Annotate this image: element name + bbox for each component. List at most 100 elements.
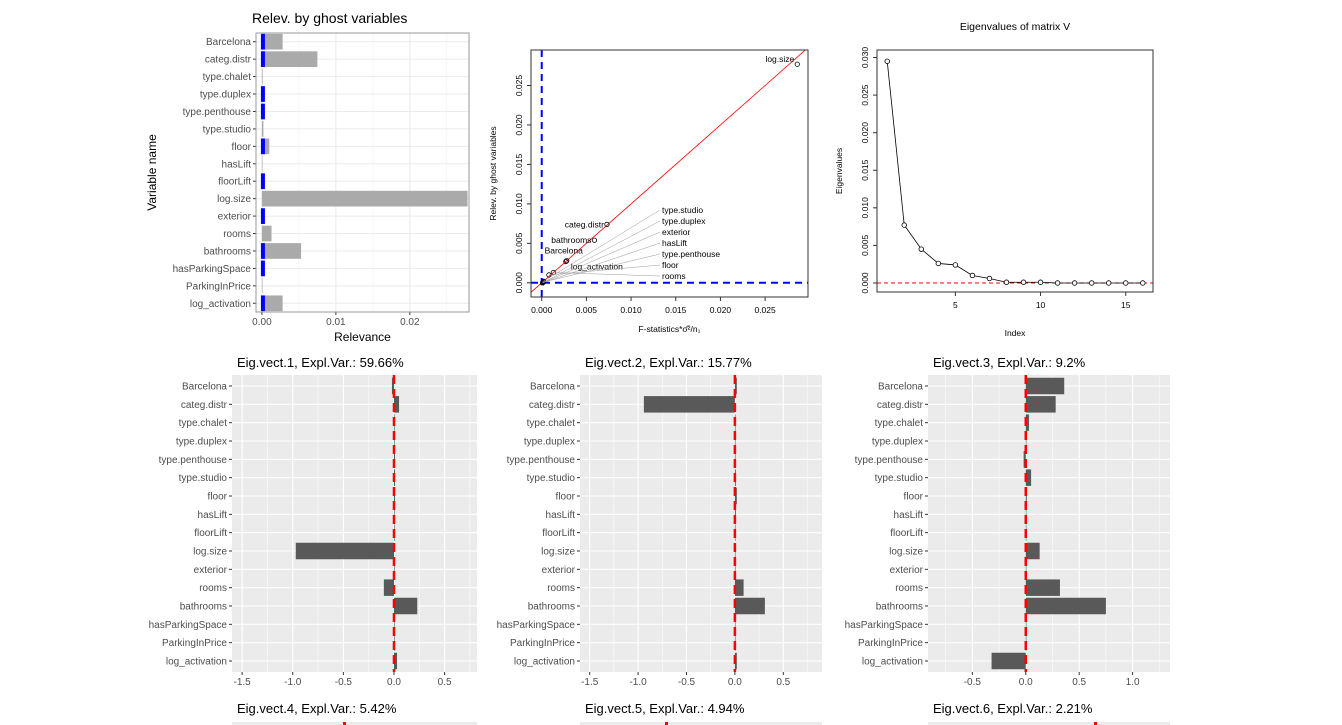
y-tick-label: hasLift bbox=[894, 510, 924, 521]
bar-categ.distr bbox=[393, 396, 400, 413]
point-categ.distr bbox=[604, 221, 610, 227]
point-label: type.penthouse bbox=[662, 249, 720, 259]
y-tick-label: categ.distr bbox=[181, 400, 228, 411]
y-tick-label: categ.distr bbox=[877, 400, 924, 411]
bar-Barcelona bbox=[734, 377, 737, 395]
bar-bathrooms bbox=[393, 597, 418, 615]
y-tick-label: type.studio bbox=[527, 473, 576, 484]
eigenvalue-line bbox=[886, 61, 1143, 284]
eigenvalue-point bbox=[1003, 279, 1010, 285]
y-tick-label: 0.025 bbox=[514, 75, 524, 97]
y-axis-label: Eigenvalues bbox=[834, 148, 844, 194]
y-tick-label: 0.030 bbox=[860, 47, 870, 69]
bar-Barcelona bbox=[391, 377, 394, 395]
eigenvalue-point bbox=[986, 275, 993, 282]
x-tick-label: 1.0 bbox=[1126, 677, 1140, 688]
x-tick-label: -0.5 bbox=[335, 677, 353, 688]
zero-reference-line bbox=[1094, 722, 1097, 725]
plot-border bbox=[530, 49, 809, 298]
point-label: log.size bbox=[765, 54, 794, 64]
eigenvector-panel-3: Eig.vect.3, Expl.Var.: 9.2% Barcelona cate… bbox=[845, 355, 1170, 688]
y-axis-label: Relev. by ghost variables bbox=[488, 126, 498, 220]
y-tick-label: type.studio bbox=[203, 124, 252, 135]
y-tick-label: hasLift bbox=[546, 510, 576, 521]
y-tick-label: type.studio bbox=[875, 473, 924, 484]
y-tick-label: 0.005 bbox=[514, 232, 524, 254]
y-tick-label: Barcelona bbox=[182, 382, 227, 393]
plot-background bbox=[580, 722, 822, 725]
eigenvector-panel-5: Eig.vect.5, Expl.Var.: 4.94% bbox=[580, 701, 822, 725]
x-tick-label: 0.5 bbox=[1072, 677, 1086, 688]
x-tick-label: -0.5 bbox=[678, 677, 696, 688]
chart-title: Eigenvalues of matrix V bbox=[960, 21, 1070, 33]
y-tick-label: bathrooms bbox=[180, 602, 227, 613]
chart-title: Eig.vect.2, Expl.Var.: 15.77% bbox=[585, 355, 752, 370]
y-tick-label: bathrooms bbox=[204, 246, 251, 257]
bar-bathrooms bbox=[261, 243, 302, 259]
bar-hasLift bbox=[393, 506, 395, 523]
y-tick-label: floorLift bbox=[542, 528, 575, 539]
plot-background bbox=[232, 375, 477, 672]
eigenvalue-point bbox=[935, 260, 942, 267]
eigenvalue-point bbox=[1140, 280, 1146, 286]
bar-exterior bbox=[734, 561, 736, 578]
bar-hasParkingSpace bbox=[393, 616, 395, 633]
chart-title: Eig.vect.6, Expl.Var.: 2.21% bbox=[933, 701, 1093, 716]
bar-bathrooms bbox=[1025, 597, 1106, 615]
point-bathrooms bbox=[591, 237, 598, 243]
eigenvalue-point bbox=[901, 222, 907, 228]
blue-marker-Barcelona bbox=[260, 33, 265, 50]
x-tick-label: 5 bbox=[953, 300, 958, 310]
x-tick-label: 0.01 bbox=[326, 317, 346, 328]
point-label: exterior bbox=[662, 227, 691, 237]
y-tick-label: bathrooms bbox=[876, 602, 923, 613]
bar-hasLift bbox=[261, 155, 263, 172]
point-label: type.studio bbox=[662, 205, 703, 215]
y-tick-label: log_activation bbox=[166, 657, 227, 668]
y-tick-label: 0.005 bbox=[860, 235, 870, 257]
x-tick-label: 0.025 bbox=[754, 305, 776, 315]
blue-marker-categ.distr bbox=[260, 51, 265, 68]
point-Barcelona bbox=[564, 258, 570, 264]
blue-marker-bathrooms bbox=[260, 243, 265, 259]
bar-rooms bbox=[261, 225, 272, 242]
point-label: log_activation bbox=[571, 261, 623, 271]
zero-reference-line bbox=[343, 722, 346, 725]
bar-rooms bbox=[1025, 579, 1060, 596]
plot-border bbox=[876, 49, 1154, 293]
x-tick-label: 15 bbox=[1121, 300, 1131, 310]
y-tick-label: log_activation bbox=[514, 657, 575, 668]
plot-background bbox=[928, 722, 1170, 725]
y-tick-label: hasParkingSpace bbox=[845, 620, 924, 631]
y-tick-label: hasLift bbox=[222, 159, 252, 170]
blue-marker-log_activation bbox=[260, 295, 265, 312]
eigenvalues-panel: 5 10 15 0.000 0.005 0.010 0.015 0.020 0.025 0.030… bbox=[834, 21, 1154, 338]
bar-hasLift bbox=[734, 506, 736, 523]
label-leader-line bbox=[543, 253, 661, 283]
blue-marker-exterior bbox=[260, 208, 265, 224]
label-leader-line bbox=[542, 220, 661, 284]
y-tick-label: floor bbox=[556, 492, 576, 503]
y-tick-label: floor bbox=[232, 142, 252, 153]
y-tick-label: exterior bbox=[890, 565, 924, 576]
y-tick-label: ParkingInPrice bbox=[510, 638, 575, 649]
eigenvalue-point bbox=[884, 58, 890, 64]
bar-exterior bbox=[1025, 561, 1027, 578]
panel-border bbox=[255, 32, 470, 313]
bar-type.duplex bbox=[1025, 432, 1027, 450]
y-tick-label: rooms bbox=[547, 583, 575, 594]
bar-ParkingInPrice bbox=[261, 277, 263, 294]
y-tick-label: 0.020 bbox=[860, 122, 870, 144]
y-tick-label: rooms bbox=[223, 229, 251, 240]
x-tick-label: 0.0 bbox=[1019, 677, 1033, 688]
eigenvalue-point bbox=[1088, 280, 1095, 286]
eigenvector-panel-6: Eig.vect.6, Expl.Var.: 2.21% bbox=[928, 701, 1170, 725]
y-axis-label: Variable name bbox=[145, 134, 159, 211]
chart-title: Relev. by ghost variables bbox=[252, 10, 407, 26]
y-tick-label: log_activation bbox=[862, 657, 923, 668]
y-tick-label: 0.015 bbox=[514, 154, 524, 176]
eigenvalue-point bbox=[1054, 280, 1061, 286]
y-tick-label: type.duplex bbox=[872, 437, 923, 448]
x-tick-label: 0.0 bbox=[728, 677, 742, 688]
